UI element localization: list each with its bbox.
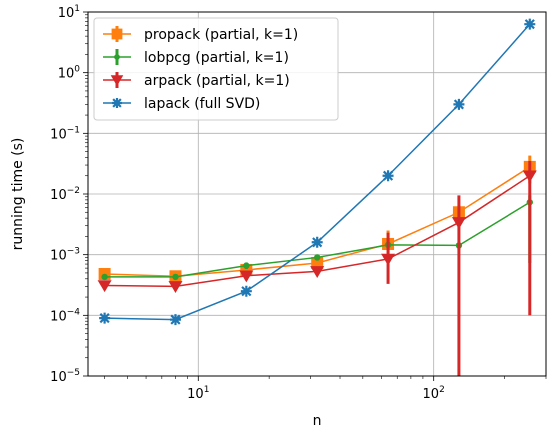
series-3 (99, 18, 536, 326)
data-point (172, 273, 179, 281)
data-point (314, 254, 321, 261)
data-point (243, 262, 250, 269)
legend: propack (partial, k=1) lobpcg (partial, k… (93, 17, 339, 121)
data-point (101, 273, 108, 281)
y-tick-label: 10−2 (50, 186, 80, 203)
legend-entry: propack (partial, k=1) (103, 26, 298, 43)
y-axis-label: running time (s) (10, 138, 26, 251)
data-point (240, 285, 252, 297)
data-point (114, 54, 120, 60)
legend-label: lapack (full SVD) (144, 96, 260, 112)
y-tick-label: 10−4 (50, 307, 80, 324)
data-point (97, 280, 112, 293)
legend-entry: lapack (full SVD) (103, 96, 260, 112)
x-axis-label: n (313, 413, 322, 429)
data-point (239, 270, 254, 283)
data-point (110, 75, 124, 86)
data-point (311, 236, 323, 248)
series-2 (97, 160, 537, 376)
data-point (382, 170, 394, 182)
legend-label: arpack (partial, k=1) (144, 73, 290, 89)
data-point (111, 28, 123, 40)
data-point (112, 98, 122, 108)
data-point (522, 170, 537, 183)
legend-box (93, 17, 339, 121)
data-point (168, 281, 183, 294)
y-tick-label: 100 (58, 65, 81, 82)
y-tick-label: 101 (58, 4, 80, 21)
legend-label: propack (partial, k=1) (144, 27, 298, 43)
x-tick-label: 101 (187, 385, 209, 402)
legend-entry: arpack (partial, k=1) (103, 72, 290, 89)
y-tick-label: 10−3 (50, 247, 80, 264)
data-point (169, 314, 181, 326)
series-layer (97, 18, 537, 376)
data-point (311, 256, 324, 269)
y-tick-label: 10−5 (50, 368, 80, 385)
x-tick-label: 102 (423, 385, 445, 402)
data-point (451, 217, 466, 230)
series-0 (98, 155, 536, 283)
data-point (310, 266, 325, 279)
ticks: 101 102 10−5 10−4 10−3 10−2 10−1 100 101 (50, 4, 547, 402)
legend-entry: lobpcg (partial, k=1) (103, 49, 289, 66)
data-point (381, 253, 396, 266)
data-point (453, 98, 465, 110)
y-tick-label: 10−1 (50, 125, 80, 142)
legend-label: lobpcg (partial, k=1) (144, 50, 289, 66)
data-point (524, 18, 536, 30)
data-point (99, 312, 111, 324)
